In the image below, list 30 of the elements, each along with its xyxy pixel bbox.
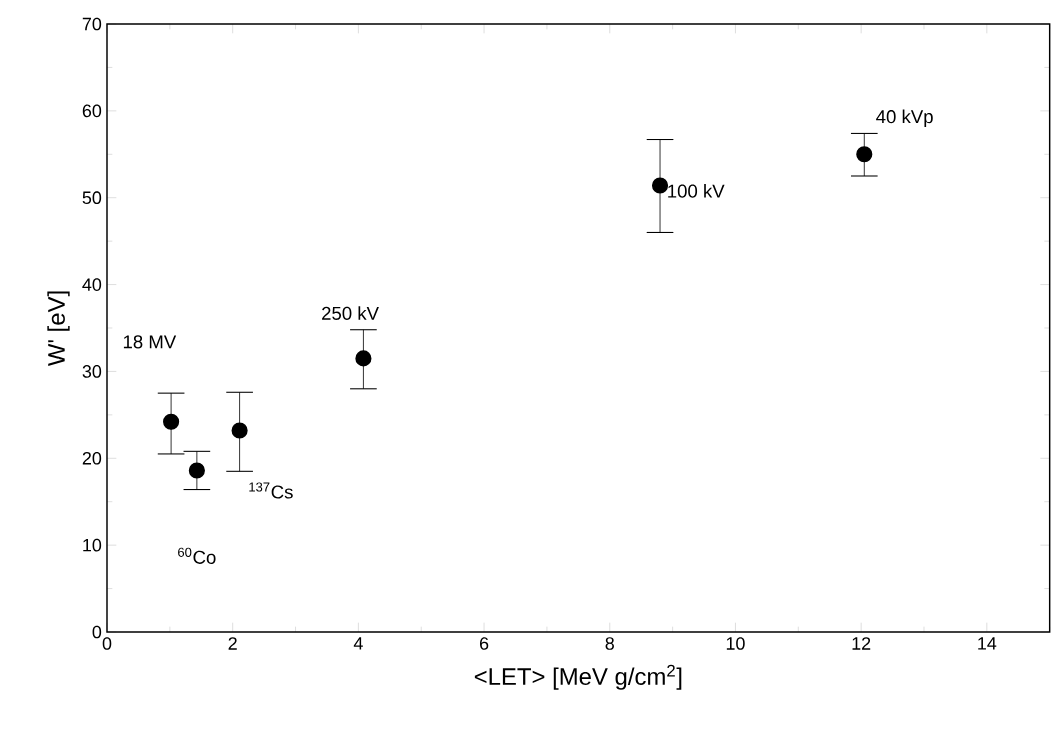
y-tick-label: 50: [82, 191, 102, 205]
point: [231, 422, 248, 439]
x-axis-title: <LET> [MeV g/cm$^{2}$]: [474, 664, 682, 690]
point: [188, 462, 205, 479]
y-axis-title: W' [eV]: [47, 291, 70, 367]
x-tick-label: 8: [605, 637, 614, 650]
point: [856, 146, 873, 163]
y-tick-label: 20: [82, 451, 102, 465]
annotation: $^{60}$Co: [178, 547, 216, 564]
y-tick-label: 0: [92, 625, 102, 639]
point: [651, 177, 669, 194]
annotation: 18 MV: [123, 335, 177, 349]
y-tick-label: 10: [83, 538, 102, 552]
x-tick-label: 2: [228, 637, 237, 650]
annotation: 100 kV: [668, 184, 725, 198]
annotation: 40 kVp: [876, 109, 933, 127]
y-tick-label: 30: [82, 365, 102, 378]
annotation: 250 kV: [322, 306, 379, 320]
point: [355, 350, 372, 367]
point: [163, 413, 180, 430]
x-tick-label: 6: [480, 637, 489, 650]
x-tick-label: 4: [353, 637, 363, 650]
x-tick-label: 0: [102, 637, 112, 650]
y-tick-label: 60: [82, 104, 102, 118]
y-tick-label: 40: [82, 278, 102, 291]
x-tick-label: 14: [978, 637, 997, 650]
x-tick-label: 10: [726, 637, 745, 650]
x-tick-label: 12: [852, 637, 871, 650]
y-tick-label: 70: [82, 17, 102, 31]
annotation: $^{137}$Cs: [249, 482, 293, 499]
